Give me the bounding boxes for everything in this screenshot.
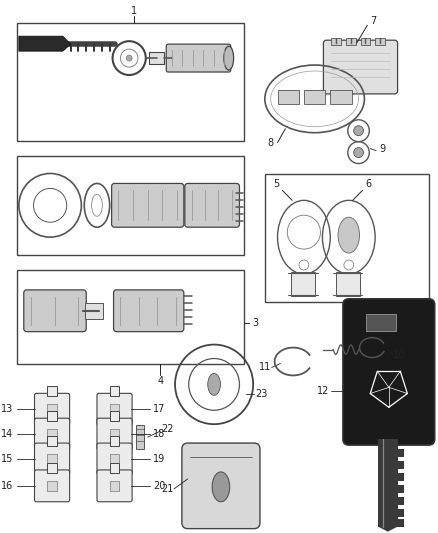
Bar [397,473,403,481]
FancyBboxPatch shape [97,418,132,450]
Bar [397,519,403,527]
Text: 14: 14 [1,429,13,439]
Ellipse shape [223,46,233,70]
Text: 20: 20 [153,481,165,491]
Bar [47,411,57,421]
Bar [397,449,403,457]
FancyBboxPatch shape [35,470,70,502]
Text: 6: 6 [364,180,371,189]
Bar [366,314,395,330]
FancyBboxPatch shape [35,443,70,475]
Bar [110,386,119,397]
Bar [148,52,164,64]
FancyBboxPatch shape [113,290,184,332]
Bar [47,454,57,464]
Bar [374,38,384,45]
Bar [397,461,403,469]
Text: 22: 22 [161,424,173,434]
Bar [377,439,397,527]
Bar [290,272,314,296]
Text: 17: 17 [153,404,165,414]
FancyBboxPatch shape [97,393,132,425]
Text: 8: 8 [267,138,273,148]
FancyBboxPatch shape [184,183,239,227]
Bar [277,90,298,104]
Bar [303,90,325,104]
Text: 21: 21 [161,484,173,494]
Bar [47,386,57,397]
Text: 19: 19 [153,454,165,464]
FancyBboxPatch shape [17,156,244,255]
Bar [110,463,119,473]
Bar [345,38,355,45]
Circle shape [126,55,132,61]
Bar [110,481,119,491]
Bar [110,404,119,414]
Text: 9: 9 [378,143,384,154]
FancyBboxPatch shape [264,174,428,302]
Text: 5: 5 [273,180,279,189]
Bar [47,436,57,446]
FancyBboxPatch shape [97,443,132,475]
Text: 3: 3 [251,318,258,328]
FancyBboxPatch shape [24,290,86,332]
Bar [85,303,102,319]
Bar [136,425,144,449]
Text: 16: 16 [1,481,13,491]
Bar [110,454,119,464]
Text: 18: 18 [153,429,165,439]
Text: 23: 23 [254,389,267,399]
FancyBboxPatch shape [35,393,70,425]
Text: 12: 12 [317,386,329,397]
Text: 10: 10 [392,350,405,360]
Text: 1: 1 [131,6,137,17]
Polygon shape [377,527,397,531]
Bar [110,436,119,446]
Text: 4: 4 [157,376,163,386]
FancyBboxPatch shape [97,470,132,502]
FancyBboxPatch shape [181,443,259,529]
Bar [47,481,57,491]
Bar [329,90,351,104]
Bar [110,429,119,439]
Circle shape [353,126,363,136]
Bar [397,497,403,505]
FancyBboxPatch shape [17,270,244,365]
Bar [360,38,369,45]
Text: 15: 15 [1,454,13,464]
Ellipse shape [337,217,359,253]
FancyBboxPatch shape [17,23,244,141]
Text: 13: 13 [1,404,13,414]
Bar [330,38,340,45]
Bar [47,429,57,439]
FancyBboxPatch shape [342,299,434,445]
FancyBboxPatch shape [111,183,184,227]
Bar [47,404,57,414]
FancyBboxPatch shape [166,44,230,72]
FancyBboxPatch shape [323,40,397,94]
Ellipse shape [212,472,229,502]
Circle shape [353,148,363,158]
Bar [397,485,403,493]
Bar [336,272,359,296]
Bar [397,508,403,516]
Text: 11: 11 [258,362,270,373]
FancyBboxPatch shape [35,418,70,450]
Ellipse shape [207,374,220,395]
Polygon shape [19,36,71,51]
Bar [110,411,119,421]
Text: 7: 7 [369,17,375,26]
Bar [47,463,57,473]
